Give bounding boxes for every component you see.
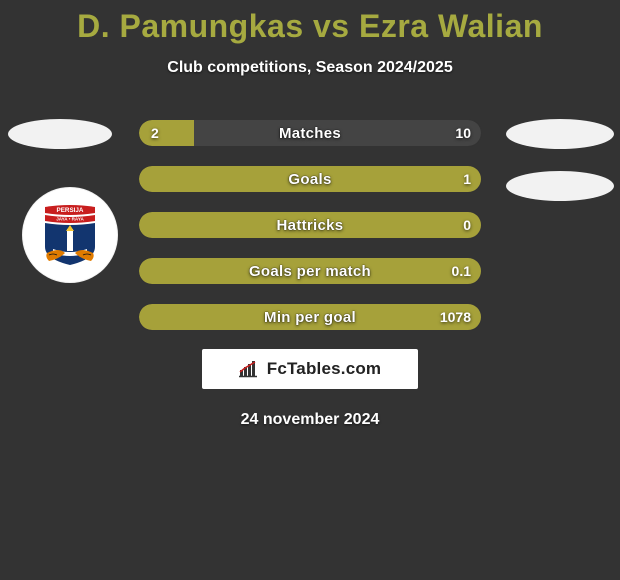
stat-row: 1078Min per goal	[138, 303, 482, 331]
stat-row: 210Matches	[138, 119, 482, 147]
stat-label: Min per goal	[139, 304, 481, 330]
player-left-name: D. Pamungkas	[77, 8, 304, 44]
club-right-badge-placeholder	[506, 171, 614, 201]
comparison-bars: 210Matches 1Goals 0Hattricks 0.1Goals per m…	[138, 119, 482, 331]
source-text: FcTables.com	[267, 359, 382, 379]
bar-chart-icon	[239, 360, 261, 378]
comparison-stage: PERSIJA JAYA • RAYA 210Matches 1Goals 0Hat…	[0, 119, 620, 331]
stat-label: Goals	[139, 166, 481, 192]
source-attribution: FcTables.com	[202, 349, 418, 389]
player-right-name: Ezra Walian	[359, 8, 543, 44]
stat-row: 1Goals	[138, 165, 482, 193]
stat-label: Goals per match	[139, 258, 481, 284]
player-right-photo-placeholder	[506, 119, 614, 149]
club-left-badge: PERSIJA JAYA • RAYA	[22, 187, 118, 283]
stat-row: 0.1Goals per match	[138, 257, 482, 285]
stat-label: Hattricks	[139, 212, 481, 238]
stat-label: Matches	[139, 120, 481, 146]
subtitle: Club competitions, Season 2024/2025	[0, 59, 620, 77]
persija-crest-icon: PERSIJA JAYA • RAYA	[41, 203, 99, 267]
crest-top-text: PERSIJA	[57, 207, 84, 214]
snapshot-date: 24 november 2024	[0, 411, 620, 429]
player-left-photo-placeholder	[8, 119, 112, 149]
stat-row: 0Hattricks	[138, 211, 482, 239]
crest-mid-text: JAYA • RAYA	[56, 217, 84, 222]
vs-joiner: vs	[304, 8, 359, 44]
page-title: D. Pamungkas vs Ezra Walian	[0, 0, 620, 45]
